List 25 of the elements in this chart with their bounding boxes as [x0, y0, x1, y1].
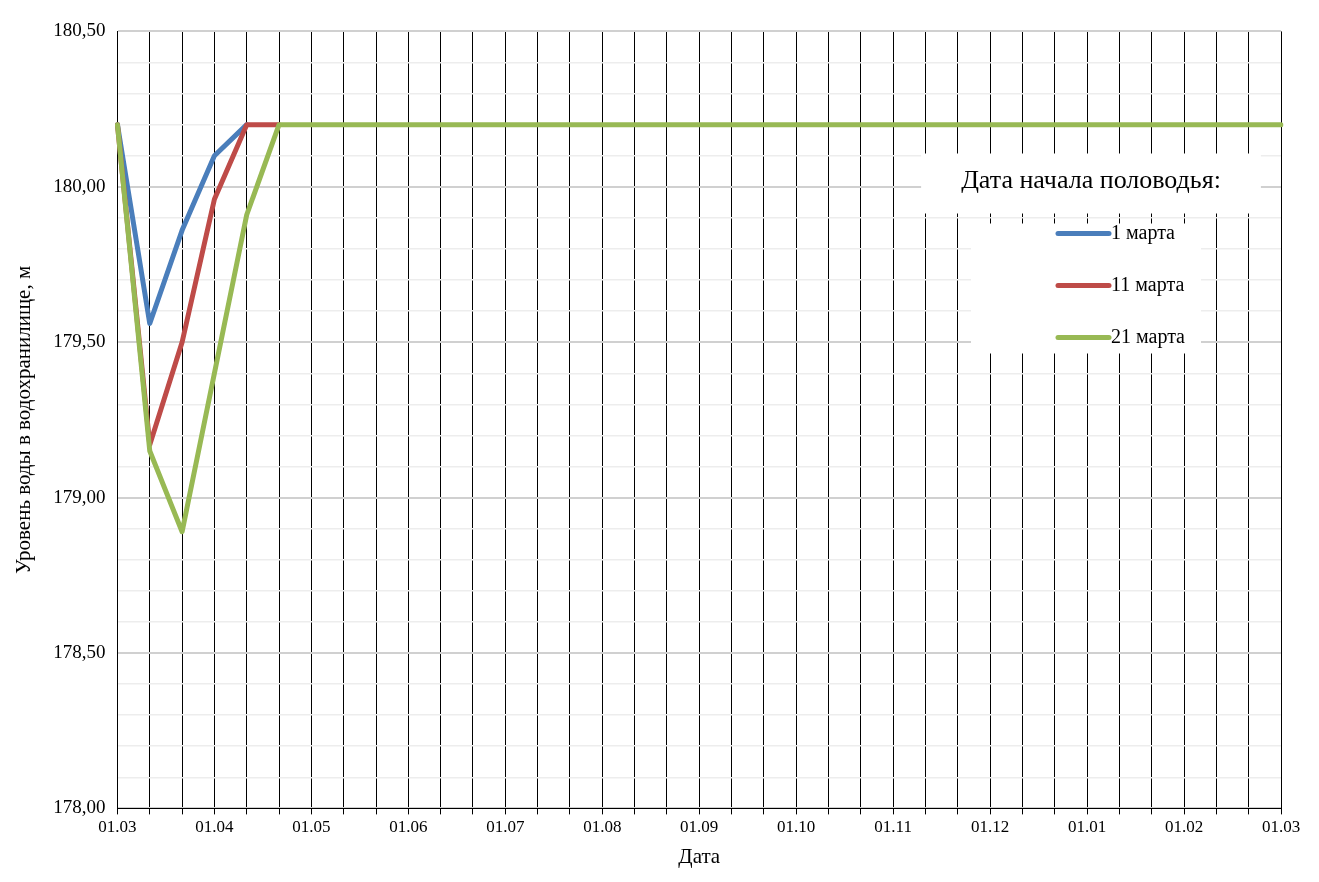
- x-tick-label: 01.07: [486, 817, 525, 837]
- y-tick-label: 178,00: [53, 796, 106, 818]
- y-tick-label: 180,50: [53, 19, 106, 41]
- legend-title: Дата начала половодья:: [961, 165, 1221, 195]
- x-tick-label: 01.11: [874, 817, 912, 837]
- x-tick-label: 01.02: [1164, 817, 1204, 837]
- x-tick-label: 01.09: [680, 817, 719, 837]
- x-tick-label: 01.08: [583, 817, 622, 837]
- legend-label: 1 марта: [1111, 220, 1176, 244]
- y-axis-title: Уровень воды в водохранилище, м: [11, 265, 36, 574]
- x-tick-label: 01.03: [1261, 817, 1301, 837]
- y-tick-label: 178,50: [53, 640, 106, 662]
- y-tick-label: 179,00: [53, 485, 106, 507]
- y-tick-label: 179,50: [53, 330, 106, 352]
- x-tick-label: 01.05: [292, 817, 331, 837]
- legend-label: 21 марта: [1111, 324, 1186, 348]
- x-tick-label: 01.06: [389, 817, 428, 837]
- x-axis-title: Дата: [678, 843, 721, 868]
- x-tick-label: 01.01: [1067, 817, 1107, 837]
- x-tick-label: 01.04: [195, 817, 235, 837]
- y-tick-label: 180,00: [53, 174, 106, 196]
- legend-label: 11 марта: [1111, 272, 1185, 296]
- x-tick-label: 01.12: [970, 817, 1010, 837]
- x-tick-label: 01.10: [777, 817, 816, 837]
- x-tick-label: 01.03: [98, 817, 137, 837]
